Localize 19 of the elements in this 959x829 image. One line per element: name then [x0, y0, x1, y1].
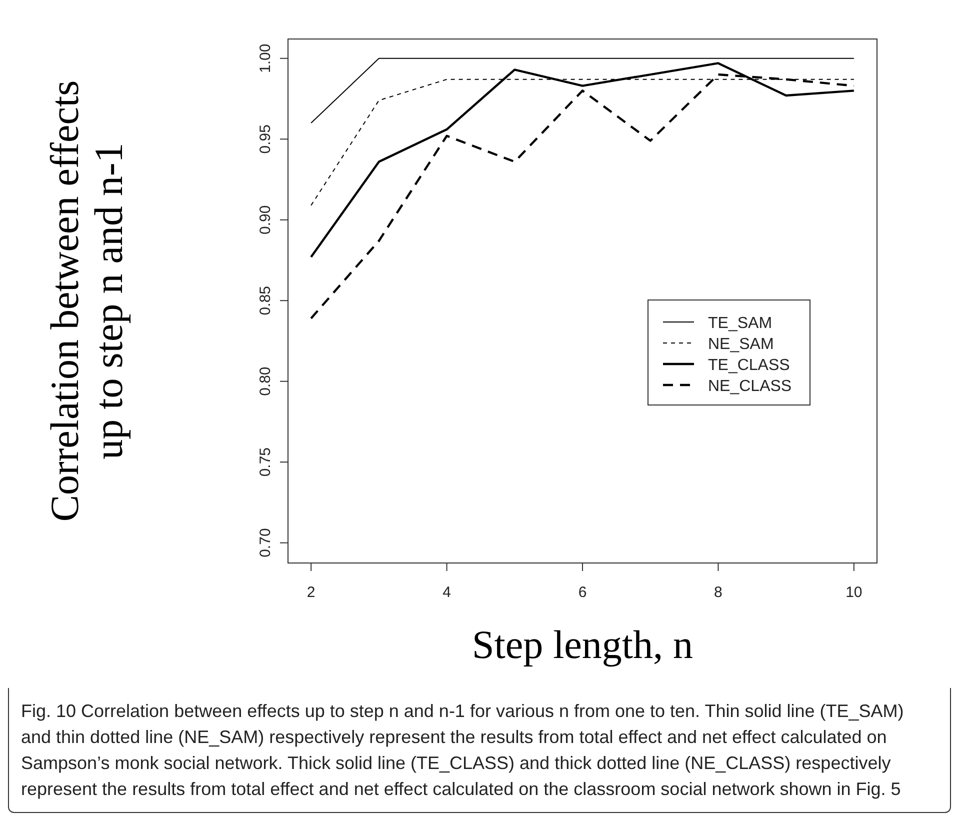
y-tick-label: 0.90 — [257, 205, 274, 234]
y-tick-label: 1.00 — [257, 44, 274, 73]
legend-label: NE_CLASS — [708, 378, 792, 395]
caption: Fig. 10 Correlation between effects up to step n and n-1 for various n from one to ten. Thin solid line (TE_SAM) and thin dotted line (NE_SAM) respectively represent the results from total effect and net effect calculated on Sampson’s monk social network. Thick solid line (TE_CLASS) and thick dotted line (NE_CLASS) respectively represent the results from total effect and net effect calculated on the classroom social network shown in Fig. 5 — [8, 688, 951, 813]
x-tick-label: 10 — [846, 584, 862, 601]
y-tick-label: 0.70 — [257, 528, 274, 558]
x-tick-label: 2 — [306, 584, 316, 601]
x-tick-label: 4 — [442, 584, 451, 601]
x-tick-label: 6 — [578, 584, 587, 601]
y-tick-label: 0.75 — [257, 447, 274, 477]
y-tick-label: 0.95 — [257, 124, 274, 154]
legend-label: NE_SAM — [708, 336, 774, 353]
x-axis-title: Step length, n — [472, 622, 694, 667]
y-tick-label: 0.80 — [257, 366, 274, 396]
legend-label: TE_SAM — [708, 315, 772, 332]
y-tick-label: 0.85 — [257, 286, 274, 316]
x-tick-label: 8 — [714, 584, 722, 601]
y-axis-title: Correlation between effects up to step n and n-1 — [42, 80, 131, 522]
legend-label: TE_CLASS — [708, 357, 790, 374]
